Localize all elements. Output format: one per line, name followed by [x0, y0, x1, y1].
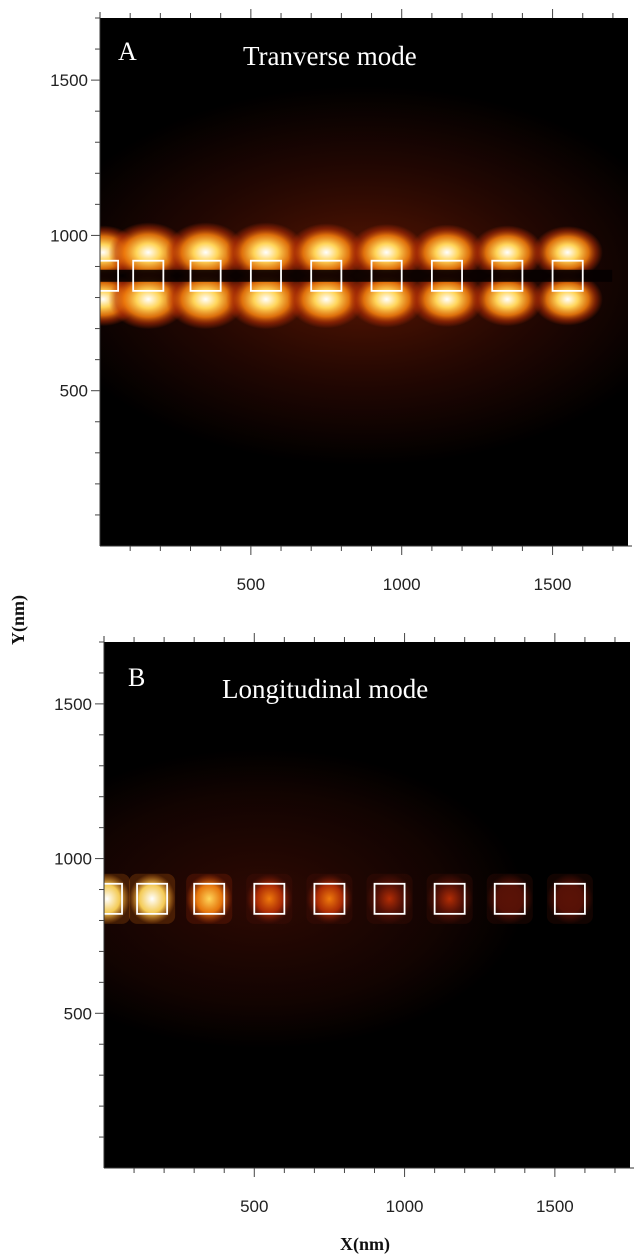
- y-tick-label: 500: [60, 382, 88, 401]
- field-hotspot: [129, 873, 176, 924]
- field-hotspot: [486, 873, 533, 924]
- field-intensity-map: [104, 748, 593, 1049]
- panel-b-title: Longitudinal mode: [222, 674, 428, 704]
- x-tick-label: 500: [240, 1197, 268, 1216]
- y-axis-title: Y(nm): [8, 595, 29, 645]
- field-hotspot: [186, 873, 233, 924]
- particle-outline: [491, 259, 524, 292]
- field-lobe: [108, 269, 189, 330]
- particle-outline: [370, 259, 403, 292]
- field-lobe: [348, 223, 425, 281]
- field-hotspot: [426, 873, 473, 924]
- field-lobe: [471, 225, 544, 280]
- field-intensity-map: [100, 85, 628, 466]
- particle-outline: [193, 882, 226, 915]
- field-lobe: [409, 271, 485, 328]
- field-hotspot: [104, 873, 131, 924]
- particle-outline: [100, 259, 120, 292]
- y-tick-label: 500: [64, 1004, 92, 1023]
- node-line: [100, 269, 613, 282]
- particle-outline: [104, 882, 123, 915]
- particle-outline: [493, 882, 526, 915]
- field-lobe: [165, 222, 246, 283]
- y-tick-label: 1500: [54, 695, 92, 714]
- panel-b-letter: B: [128, 663, 145, 692]
- particle-outline: [430, 259, 463, 292]
- x-axis-title: X(nm): [340, 1234, 390, 1255]
- particle-outline: [132, 259, 165, 292]
- field-lobe: [471, 272, 544, 327]
- field-lobe: [287, 223, 366, 282]
- y-tick-label: 1500: [50, 71, 88, 90]
- particle-outline: [249, 259, 282, 292]
- field-lobe: [225, 222, 306, 283]
- x-tick-label: 1500: [536, 1197, 574, 1216]
- particle-outline: [310, 259, 343, 292]
- panel-a: 500 1000 1500 500 1000 1500: [50, 9, 632, 594]
- y-tick-label: 1000: [54, 850, 92, 869]
- x-tick-label: 1000: [386, 1197, 424, 1216]
- field-lobe: [348, 270, 425, 328]
- field-lobe: [165, 269, 246, 330]
- field-lobe: [532, 226, 603, 279]
- field-hotspot: [306, 873, 353, 924]
- y-tick-label: 1000: [50, 226, 88, 245]
- x-tick-label: 1000: [383, 575, 421, 594]
- x-tick-label: 1500: [534, 575, 572, 594]
- field-lobe: [108, 222, 189, 283]
- field-lobe: [532, 272, 603, 326]
- particle-outline: [136, 882, 169, 915]
- particle-outline: [551, 259, 584, 292]
- panel-b: 500 1000 1500 500 1000 1500: [54, 633, 634, 1216]
- field-lobe: [225, 269, 306, 330]
- field-hotspot: [366, 873, 413, 924]
- field-lobe: [409, 224, 485, 281]
- panel-a-letter: A: [118, 37, 137, 66]
- particle-outline: [433, 882, 466, 915]
- field-hotspot: [246, 873, 293, 924]
- field-lobe: [287, 270, 366, 329]
- particle-outline: [553, 882, 586, 915]
- x-tick-label: 500: [237, 575, 265, 594]
- panel-a-title: Tranverse mode: [243, 41, 417, 71]
- field-hotspot: [546, 873, 593, 924]
- particle-outline: [189, 259, 222, 292]
- particle-outline: [313, 882, 346, 915]
- particle-outline: [373, 882, 406, 915]
- particle-outline: [253, 882, 286, 915]
